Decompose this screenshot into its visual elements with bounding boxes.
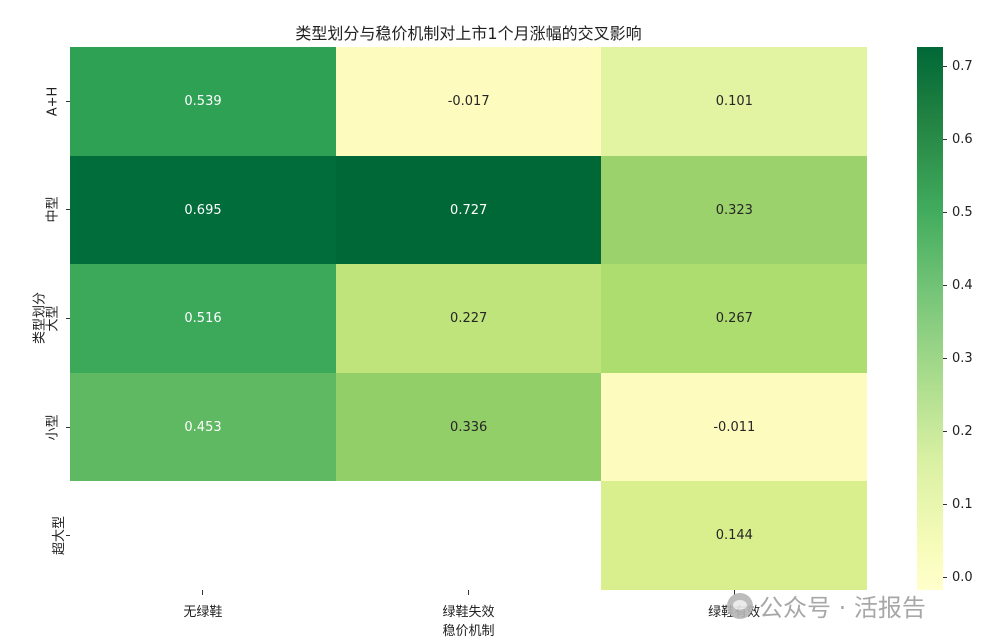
heatmap-cell: 0.453 (70, 372, 336, 482)
colorbar-tick: 0.0 (943, 570, 973, 586)
colorbar-tick: 0.1 (943, 497, 973, 513)
y-tick: 中型 (40, 197, 70, 223)
cell-value: 0.101 (715, 94, 753, 109)
colorbar (917, 47, 943, 590)
y-tick: 大型 (40, 305, 70, 332)
y-tick-mark (66, 535, 70, 537)
x-tick-mark (468, 590, 469, 595)
watermark-text: 公众号 · 活报告 (759, 594, 926, 622)
x-tick: 绿鞋失效 (409, 590, 529, 620)
heatmap-cell: -0.011 (601, 372, 868, 482)
heatmap-cell: 0.539 (70, 47, 336, 156)
y-tick-mark (66, 100, 70, 102)
colorbar-tick-mark (943, 212, 947, 214)
heatmap-cell: 0.101 (601, 47, 868, 156)
colorbar-tick: 0.3 (943, 351, 973, 367)
y-tick-mark (66, 209, 70, 211)
colorbar-tick: 0.4 (943, 278, 973, 294)
y-tick-label: A+H (45, 86, 61, 117)
cell-value: 0.323 (715, 202, 753, 218)
heatmap-cell: -0.017 (335, 47, 602, 156)
colorbar-tick-label: 0.2 (952, 424, 973, 440)
heatmap-cell: 0.267 (601, 264, 868, 374)
cell-value: 0.144 (715, 528, 753, 544)
cell-value: 0.267 (715, 311, 753, 327)
y-tick-mark (66, 426, 70, 428)
colorbar-tick-label: 0.4 (952, 278, 973, 294)
colorbar-tick-mark (943, 358, 947, 360)
colorbar-tick-mark (943, 285, 947, 287)
heatmap-cell: 0.727 (335, 155, 602, 265)
heatmap-cell (335, 481, 602, 591)
x-tick: 无绿鞋 (143, 590, 263, 620)
colorbar-tick-mark (943, 577, 947, 579)
y-tick-mark (66, 318, 70, 319)
x-tick-mark (202, 590, 204, 595)
x-tick-label: 绿鞋失效 (442, 605, 495, 620)
colorbar-tick-label: 0.1 (952, 497, 973, 513)
cell-value: 0.516 (184, 311, 222, 327)
y-tick: A+H (40, 87, 70, 116)
colorbar-tick-mark (943, 66, 947, 68)
colorbar-tick-label: 0.0 (952, 570, 973, 586)
y-tick: 小型 (40, 414, 70, 440)
colorbar-tick: 0.5 (943, 205, 973, 221)
colorbar-tick-label: 0.3 (952, 351, 973, 367)
colorbar-tick-mark (943, 504, 947, 506)
colorbar-tick-mark (943, 139, 947, 141)
heatmap-cell: 0.516 (70, 264, 336, 374)
cell-value: 0.453 (184, 419, 222, 435)
y-tick-label: 中型 (45, 196, 61, 223)
y-axis-label: 类型划分 (32, 291, 48, 345)
cell-value: 0.336 (450, 419, 488, 435)
colorbar-tick: 0.7 (943, 59, 973, 75)
cell-value: 0.695 (184, 202, 222, 218)
heatmap-cell: 0.695 (70, 155, 336, 265)
cell-value: -0.017 (447, 94, 490, 109)
x-tick-label: 无绿鞋 (183, 605, 223, 620)
cell-value: 0.227 (450, 311, 488, 327)
heatmap-cell: 0.336 (335, 372, 602, 482)
wechat-icon (727, 592, 753, 619)
y-tick-label: 超大型 (52, 516, 68, 556)
cell-value: 0.539 (184, 94, 222, 109)
x-tick-mark (733, 590, 735, 595)
heatmap-cell: 0.144 (601, 481, 868, 591)
colorbar-tick-label: 0.5 (952, 205, 973, 221)
colorbar-tick: 0.2 (943, 424, 973, 440)
heatmap-cell: 0.227 (335, 264, 602, 374)
heatmap-grid: 0.539 -0.017 0.101 0.695 0.727 0.323 0.516 0.22… (70, 47, 868, 591)
watermark: 公众号 · 活报告 (727, 588, 926, 623)
heatmap-cell: 0.323 (601, 155, 868, 265)
colorbar-tick-mark (943, 431, 947, 433)
x-axis-label: 稳价机制 (442, 624, 495, 639)
chart-title: 类型划分与稳价机制对上市1个月涨幅的交叉影响 (295, 24, 642, 43)
colorbar-tick-label: 0.7 (952, 59, 973, 75)
colorbar-tick: 0.6 (943, 132, 973, 148)
y-tick: 超大型 (40, 516, 70, 555)
cell-value: -0.011 (713, 419, 756, 435)
cell-value: 0.727 (450, 202, 488, 218)
colorbar-tick-label: 0.6 (952, 132, 973, 148)
heatmap-cell (70, 481, 336, 591)
y-tick-label: 小型 (45, 414, 61, 441)
